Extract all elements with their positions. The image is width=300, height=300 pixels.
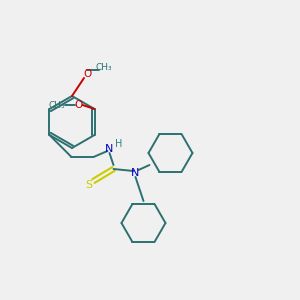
Text: N: N (131, 168, 140, 178)
Text: H: H (115, 139, 122, 149)
Text: CH₃: CH₃ (48, 100, 65, 109)
Text: O: O (83, 69, 91, 79)
Text: O: O (74, 100, 83, 110)
Text: N: N (105, 144, 114, 154)
Text: S: S (85, 180, 92, 190)
Text: CH₃: CH₃ (96, 64, 112, 73)
